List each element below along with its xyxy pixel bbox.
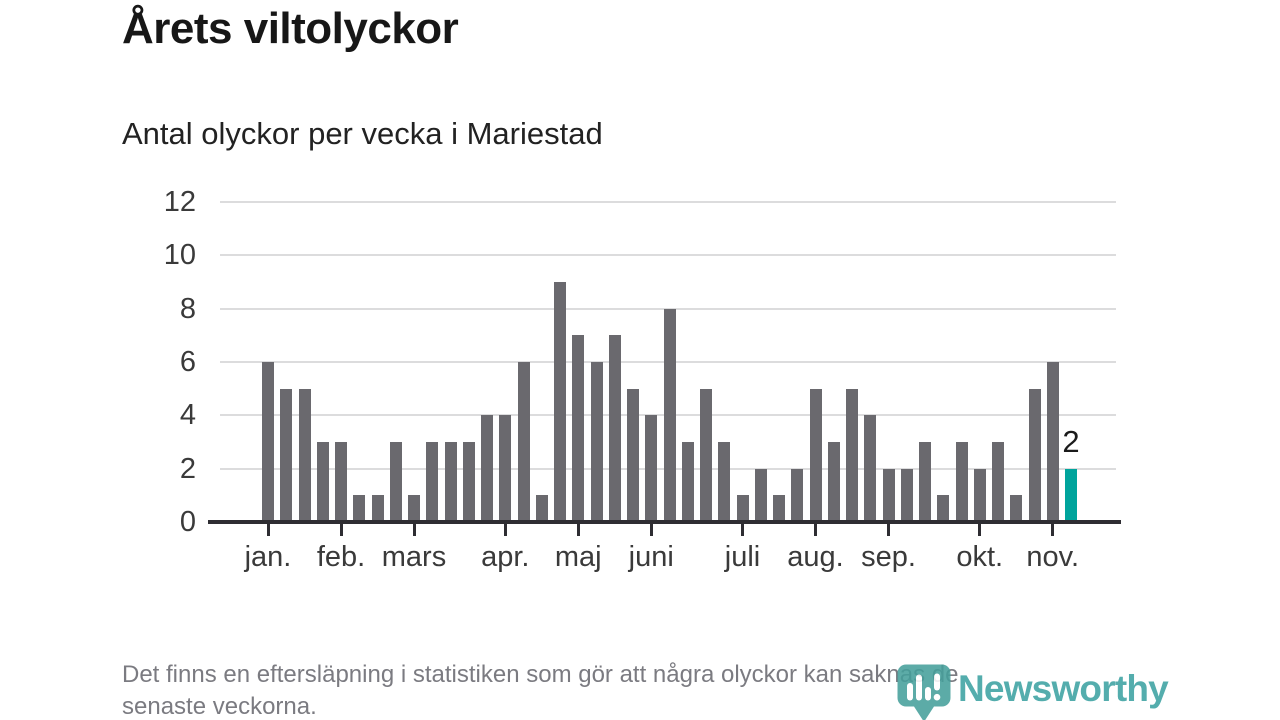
bar-week-31 (809, 388, 822, 522)
x-axis-label-jan: jan. (244, 541, 292, 573)
bar-week-30 (791, 468, 804, 522)
x-axis-label-juli: juli (724, 541, 761, 573)
bar-week-10 (426, 441, 439, 522)
bar-week-32 (827, 441, 840, 522)
bar-week-14 (499, 415, 512, 522)
x-axis-tick-feb (339, 524, 343, 536)
footnote-line-1: Det finns en eftersläpning i statistiken… (122, 661, 959, 688)
bar-week-45-highlighted (1065, 468, 1077, 522)
x-axis-label-mars: mars (381, 541, 447, 573)
bar-week-42 (1010, 495, 1023, 522)
newsworthy-bubble-chart-icon (897, 664, 951, 720)
x-axis-label-juni: juni (628, 541, 674, 573)
bar-week-41 (992, 441, 1004, 522)
x-axis-tick-okt (978, 524, 982, 536)
bar-week-9 (408, 495, 420, 522)
x-axis-tick-mars (412, 524, 416, 536)
bar-week-22 (645, 415, 658, 522)
y-axis-tick-label: 0 (179, 506, 196, 538)
bar-week-43 (1028, 388, 1041, 522)
bar-week-12 (462, 441, 475, 522)
bar-week-11 (444, 441, 457, 522)
bar-week-8 (389, 441, 402, 522)
gridline-y-12 (220, 200, 1116, 203)
bar-week-5 (335, 441, 347, 522)
bar-week-3 (298, 388, 311, 522)
chart-title: Årets viltolyckor (122, 4, 459, 53)
x-axis-line (208, 520, 1121, 524)
bar-week-23 (663, 308, 676, 522)
bar-week-40 (973, 468, 986, 522)
bar-week-7 (371, 495, 384, 522)
bar-week-34 (864, 415, 877, 522)
bar-week-26 (718, 441, 731, 522)
x-axis-tick-nov (1051, 524, 1055, 536)
x-axis-tick-jan (266, 524, 270, 536)
bar-week-17 (554, 281, 566, 522)
bar-week-25 (700, 388, 712, 522)
bar-week-19 (590, 361, 603, 522)
bar-week-39 (955, 441, 968, 522)
chart-subtitle: Antal olyckor per vecka i Mariestad (122, 116, 603, 151)
x-axis-label-nov: nov. (1026, 541, 1080, 573)
bar-week-16 (535, 495, 548, 522)
y-axis-tick-label: 2 (179, 452, 196, 485)
bar-week-24 (681, 441, 694, 522)
bar-week-2 (280, 388, 293, 522)
gridline-y-10 (220, 254, 1116, 257)
bar-week-44 (1046, 361, 1059, 522)
x-axis-tick-juni (649, 524, 653, 536)
x-axis-label-feb: feb. (316, 541, 366, 573)
y-axis-tick-label: 8 (179, 292, 196, 325)
bar-week-27 (736, 495, 749, 522)
bar-week-37 (919, 441, 931, 522)
x-axis-tick-aug (814, 524, 817, 536)
x-axis-label-okt: okt. (956, 541, 1004, 573)
bar-week-29 (773, 495, 785, 522)
bar-week-21 (627, 388, 639, 522)
bar-week-35 (882, 468, 895, 522)
bar-week-18 (572, 335, 585, 522)
bar-week-20 (608, 335, 621, 522)
bar-week-1 (262, 361, 274, 522)
x-axis-label-sep: sep. (861, 541, 916, 573)
x-axis-tick-maj (576, 524, 580, 536)
highlighted-bar-value-label: 2 (1062, 423, 1080, 459)
footnote-line-2: senaste veckorna. (122, 693, 317, 720)
bar-week-13 (481, 415, 493, 522)
chart-footnote: Det finns en eftersläpning i statistiken… (122, 659, 958, 720)
newsworthy-logo: Newsworthy (896, 663, 1169, 720)
y-axis-tick-label: 12 (163, 185, 196, 218)
y-axis-tick-label: 10 (163, 239, 196, 272)
bar-week-33 (846, 388, 858, 522)
x-axis-label-apr: apr. (481, 541, 530, 573)
x-axis-label-maj: maj (554, 541, 602, 573)
y-axis-tick-label: 6 (179, 345, 196, 378)
x-axis-tick-juli (741, 524, 744, 536)
x-axis-tick-apr (503, 524, 507, 536)
bar-week-15 (517, 361, 530, 522)
bar-week-28 (754, 468, 767, 522)
bar-week-36 (900, 468, 913, 522)
bar-week-6 (353, 495, 366, 522)
bar-week-4 (316, 441, 329, 522)
x-axis-tick-sep (887, 524, 890, 536)
x-axis-label-aug: aug. (787, 541, 844, 573)
y-axis-tick-label: 4 (179, 399, 196, 432)
bar-week-38 (937, 495, 950, 522)
newsworthy-wordmark: Newsworthy (958, 668, 1169, 709)
